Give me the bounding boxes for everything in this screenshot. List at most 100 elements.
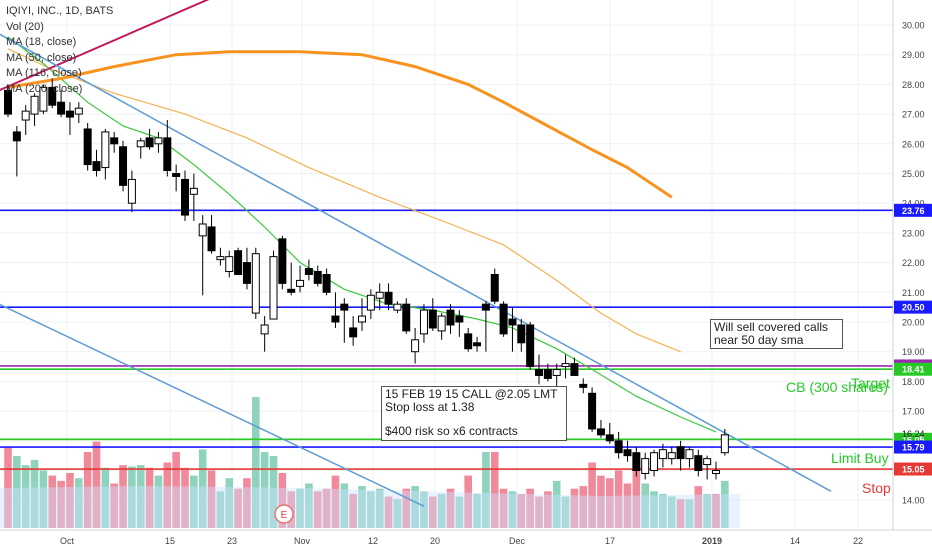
candle-body [296,279,305,287]
volume-bar [278,472,287,528]
price-tick-label: 17.00 [902,407,925,417]
volume-bar [685,499,694,528]
candle-body [269,256,278,320]
candle-body [366,294,375,311]
time-axis[interactable]: Oct 15 23 Nov 12 20 Dec 17 2019 14 22 [0,529,932,550]
candle-body [632,452,641,471]
volume-bar [384,496,393,528]
volume-bar [154,475,163,528]
candle-body [508,318,517,326]
chart-grid [0,0,893,530]
volume-bar [305,483,313,528]
volume-bar [499,488,508,528]
volume-bar [482,452,490,528]
candle-body [340,303,349,311]
volume-bar [659,493,667,528]
candle-body [596,428,605,436]
candle-body [287,288,296,293]
candle-body [526,324,535,368]
volume-bar [579,486,588,528]
candle-body [242,262,251,284]
candle-body [145,137,154,148]
volume-bar [313,491,322,528]
candle-body [712,470,720,474]
volume-bar [650,491,658,528]
price-tag-label: 15.79 [902,443,925,453]
volume-bar [21,465,30,528]
price-tick-label: 18.00 [902,377,925,387]
volume-bar [676,499,685,528]
candle-body [588,392,597,430]
price-tag [894,203,932,217]
legend-volume[interactable]: Vol (20) [6,20,44,33]
price-tick-label: 14.00 [902,496,925,506]
volume-bar [207,470,216,528]
legend-ma116[interactable]: MA (116, close) [6,67,82,79]
volume-bar [128,466,136,528]
candle-body [260,324,269,335]
trend-line [0,303,425,507]
symbol-title[interactable]: IQIYI, INC., 1D, BATS [6,5,114,17]
volume-bar [243,478,251,528]
volume-bar [464,475,472,528]
candle-body [543,369,552,379]
volume-bar [597,475,605,528]
price-tag-label: 16.05 [902,435,925,445]
candle-body [136,140,145,148]
note-line: $400 risk so x6 contracts [385,424,518,438]
volume-bar [198,449,207,528]
price-tag [894,300,932,314]
legend-ma200[interactable]: MA (200, close) [6,82,83,95]
volume-bar [437,493,446,528]
volume-bar [39,470,48,528]
candle-body [384,291,393,305]
volume-bar [606,478,614,528]
volume-bar [13,455,21,528]
legend-ma18[interactable]: MA (18, close) [6,36,77,48]
trend-line [0,33,832,492]
level-label: CB (300 shares) [786,379,888,395]
price-axis[interactable]: 30.00 29.00 28.00 27.00 26.00 25.00 24.00 23.00… [892,0,932,550]
candle-body [207,226,216,252]
time-tick-label: 20 [430,536,440,546]
candle-body [676,446,685,460]
candle-body [393,303,402,311]
note-line: 15 FEB 19 15 CALL @2.05 LMT [385,387,558,401]
earnings-marker-label: E [281,510,288,521]
volume-bar [712,493,720,528]
candle-body [39,86,48,112]
volume-bar [322,488,331,528]
volume-bar [517,493,526,528]
earnings-marker[interactable]: E [274,504,294,524]
volume-bar [561,496,570,528]
last-price-label: 16.24 [902,429,925,439]
volume-bar [48,475,57,528]
volume-bar [234,488,242,528]
ma50-line [7,48,681,353]
price-tick-label: 29.00 [902,50,925,60]
candle-body [694,455,703,471]
candle-body [30,95,39,115]
volume-bar [4,446,12,528]
covered-calls-note[interactable]: Will sell covered calls near 50 day sma [710,319,843,349]
volume-bar [269,455,278,528]
indicator-legend: IQIYI, INC., 1D, BATS Vol (20) MA (18, c… [6,4,113,97]
volume-bar [411,486,419,528]
price-tick-label: 21.00 [902,288,925,298]
volume-bar [225,478,234,528]
price-tag [894,362,932,376]
candle-body [251,253,260,314]
legend-ma50[interactable]: MA (50, close) [6,51,77,64]
volume-bar [181,467,189,528]
note-line: Will sell covered calls [714,320,829,334]
candlesticks[interactable] [4,78,729,480]
moving-averages [7,36,717,433]
candle-body [154,137,163,145]
volume-ma-area [0,486,740,528]
price-tick-label: 26.00 [902,139,925,149]
price-tick-label: 27.00 [902,110,925,120]
volume-bar [694,486,703,528]
trade-plan-note[interactable]: 15 FEB 19 15 CALL @2.05 LMT Stop loss at… [381,386,567,441]
